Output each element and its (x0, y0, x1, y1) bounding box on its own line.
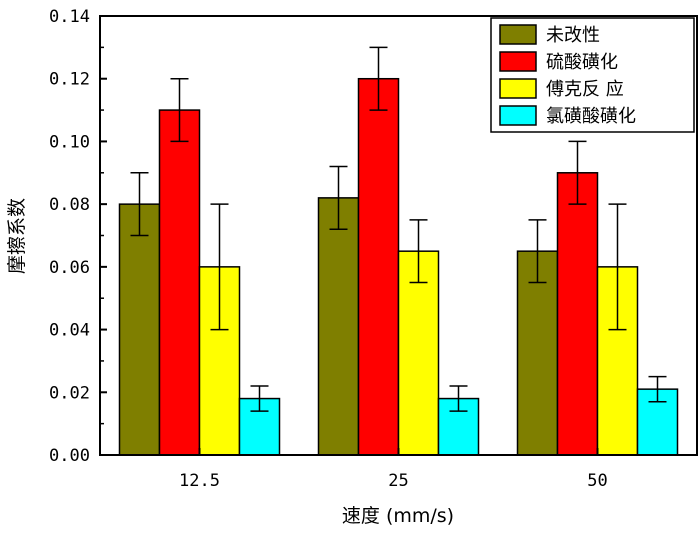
y-axis-title: 摩擦系数 (6, 198, 28, 274)
legend-swatch (499, 51, 537, 72)
y-tick-label: 0.12 (49, 70, 90, 90)
x-tick-label: 50 (587, 471, 607, 491)
error-bars-layer (130, 46, 667, 412)
legend-label: 硫酸磺化 (546, 52, 618, 73)
x-axis-title: 速度 (mm/s) (342, 505, 454, 527)
legend-label: 氯磺酸磺化 (546, 106, 636, 127)
bar (437, 397, 480, 456)
y-tick-label: 0.02 (49, 383, 90, 403)
x-tick-label: 25 (388, 471, 408, 491)
legend-label: 未改性 (546, 25, 600, 46)
legend-swatch (499, 78, 537, 99)
legend-label: 傅克反 应 (546, 79, 624, 100)
bars-layer (118, 77, 679, 456)
y-tick-label: 0.06 (49, 258, 90, 278)
y-tick-label: 0.08 (49, 195, 90, 215)
bar (556, 172, 599, 456)
bar (357, 77, 400, 456)
y-tick-label: 0.00 (49, 446, 90, 466)
y-tick-label: 0.14 (49, 7, 90, 27)
y-axis-ticks: 0.00 0.02 0.04 0.06 0.08 0.10 0.12 0.14 (49, 7, 107, 466)
legend-swatch (499, 105, 537, 126)
x-tick-label: 12.5 (179, 471, 220, 491)
bar (118, 203, 161, 456)
legend-swatch (499, 24, 537, 45)
y-tick-label: 0.10 (49, 132, 90, 152)
y-tick-label: 0.04 (49, 321, 90, 341)
x-axis-ticks: 12.5 25 50 (179, 448, 608, 491)
bar (317, 197, 360, 456)
bar (158, 109, 201, 456)
